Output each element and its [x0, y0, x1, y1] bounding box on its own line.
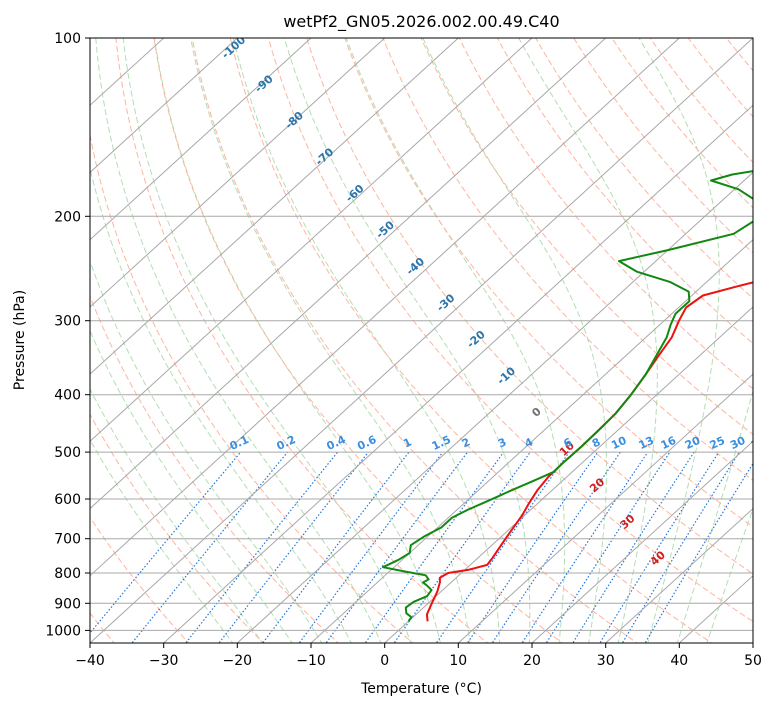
isotherm-line [90, 38, 607, 510]
moist-adiabat-line [90, 329, 293, 643]
isotherm-line [236, 171, 753, 643]
plot-area: -100-90-80-70-60-50-40-30-20-10010203040… [90, 38, 769, 643]
isotherm-line [310, 238, 753, 643]
mixing-ratio-line [298, 451, 444, 643]
x-tick-label: 0 [380, 653, 389, 669]
isotherm-line [90, 38, 753, 643]
isotherm-line [90, 38, 680, 577]
moist-adiabat-line [90, 387, 264, 643]
moist-adiabat-line [153, 38, 441, 643]
x-tick-label: −40 [75, 653, 105, 669]
dry-adiabat-line [382, 38, 753, 482]
y-tick-label: 500 [54, 445, 81, 461]
mixing-ratio-line [599, 451, 720, 643]
dry-adiabat-line [458, 38, 753, 390]
y-tick-label: 300 [54, 314, 81, 330]
profile-series [382, 170, 753, 622]
dry-adiabat-line [191, 38, 638, 643]
dry-adiabat-line [496, 38, 753, 345]
x-tick-label: 20 [523, 653, 541, 669]
dry-adiabat-line [306, 38, 753, 575]
isotherm-line [605, 507, 753, 643]
moist-adiabat-line [90, 438, 234, 643]
dry-adiabat-line [344, 38, 753, 528]
x-tick-label: −20 [223, 653, 253, 669]
mixing-ratio-line [621, 451, 740, 643]
isotherm-line [90, 38, 459, 375]
mixing-ratio-line [185, 451, 339, 643]
isotherm-line [457, 373, 753, 643]
isotherm-line [90, 38, 238, 174]
mixing-ratio-line [218, 451, 369, 643]
mixing-ratio-label: 16 [659, 434, 679, 452]
mixing-ratio-label: 10 [609, 434, 629, 452]
y-tick-label: 200 [54, 209, 81, 225]
mixing-ratio-label: 20 [683, 434, 703, 452]
dry-adiabat-line [153, 38, 564, 643]
y-axis-ticks: 100 200 300 400 500 600 700 800 900 1000 [45, 31, 90, 639]
y-tick-label: 1000 [45, 623, 81, 639]
y-tick-label: 800 [54, 566, 81, 582]
y-tick-label: 600 [54, 492, 81, 508]
mixing-ratio-line [435, 451, 570, 643]
isotherm-line [90, 38, 533, 443]
isotherm-line [384, 306, 753, 643]
moist-adiabat-line [422, 38, 607, 643]
moist-adiabat-line [190, 38, 471, 643]
moist-adiabat-line [638, 38, 720, 643]
mixing-ratio-label: 30 [728, 434, 748, 452]
isotherm-line [90, 38, 386, 308]
x-tick-label: 30 [597, 653, 615, 669]
x-tick-label: −30 [149, 653, 179, 669]
isotherms [90, 38, 753, 643]
isotherm-line [90, 38, 312, 241]
mixing-ratio-line [521, 451, 649, 643]
mixing-ratio-label: 25 [708, 434, 727, 452]
mixing-ratio-line [364, 451, 505, 643]
mixing-ratio-line [325, 451, 468, 643]
x-tick-label: 50 [744, 653, 762, 669]
moist-adiabat-line [676, 389, 753, 643]
x-tick-label: −10 [296, 653, 326, 669]
x-tick-label: 10 [449, 653, 467, 669]
mixing-ratio-line [90, 451, 242, 634]
moist-adiabat-line [283, 38, 531, 643]
isotherm-line [531, 440, 753, 643]
dry-adiabat-line [90, 294, 339, 643]
y-tick-label: 100 [54, 31, 81, 47]
x-tick-label: 40 [670, 653, 688, 669]
isotherm-line [163, 104, 753, 643]
moist-adiabat-line [345, 38, 566, 643]
plot-frame [89, 37, 754, 644]
isobars [90, 38, 753, 631]
y-tick-label: 900 [54, 596, 81, 612]
y-axis-label: Pressure (hPa) [12, 290, 28, 390]
moist-adiabat-line [518, 38, 658, 643]
chart-title: wetPf2_GN05.2026.002.00.49.C40 [283, 12, 559, 32]
y-tick-label: 700 [54, 532, 81, 548]
x-axis-ticks: −40 −30 −20 −10 0 10 20 30 40 50 [75, 643, 762, 669]
x-axis-label: Temperature (°C) [360, 681, 482, 697]
mixing-ratio-label: 13 [637, 434, 656, 452]
temperature-line [425, 281, 753, 622]
dewpoint-line [382, 170, 753, 622]
y-tick-label: 400 [54, 388, 81, 404]
mixing-ratio-label: 36 [749, 434, 769, 452]
